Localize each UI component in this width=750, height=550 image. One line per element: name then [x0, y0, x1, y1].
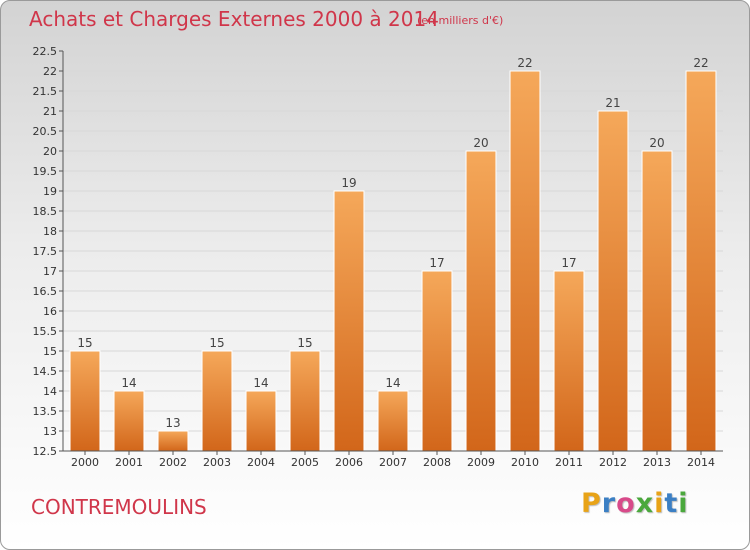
bar-value-label: 15	[297, 336, 312, 350]
y-tick-label: 20.5	[33, 125, 58, 138]
x-tick-label: 2013	[643, 456, 671, 469]
y-tick-label: 16	[43, 305, 57, 318]
y-tick-label: 21.5	[33, 85, 58, 98]
bar-2003	[201, 350, 233, 452]
y-tick-label: 12.5	[33, 445, 58, 458]
axes-layer	[59, 50, 723, 455]
y-tick-label: 15.5	[33, 325, 58, 338]
bar-value-label: 20	[473, 136, 488, 150]
y-tick-label: 17.5	[33, 245, 58, 258]
bar-value-label: 14	[253, 376, 268, 390]
y-tick-label: 21	[43, 105, 57, 118]
logo-letter: o	[616, 488, 636, 519]
bar-2000	[69, 350, 101, 452]
x-tick-label: 2007	[379, 456, 407, 469]
x-tick-label: 2014	[687, 456, 715, 469]
logo-letter: i	[654, 488, 665, 519]
bar-2007	[377, 390, 409, 452]
bars-layer	[69, 70, 717, 452]
y-tick-label: 22.5	[33, 45, 58, 58]
labels-layer: 12.5 13 13.5 14 14.5 15 15.5 16 16.5 17 17.5 18 18.5…	[33, 45, 716, 469]
bar-2002	[157, 430, 189, 452]
y-tick-label: 18.5	[33, 205, 58, 218]
y-tick-label: 19.5	[33, 165, 58, 178]
proxiti-logo: Proxiti	[581, 488, 689, 519]
bar-2001	[113, 390, 145, 452]
x-tick-label: 2012	[599, 456, 627, 469]
x-tick-label: 2000	[71, 456, 99, 469]
bar-value-label: 15	[77, 336, 92, 350]
logo-letter: r	[601, 488, 617, 519]
x-tick-label: 2008	[423, 456, 451, 469]
x-tick-label: 2001	[115, 456, 143, 469]
chart-title: Achats et Charges Externes 2000 à 2014	[29, 7, 439, 31]
bar-2005	[289, 350, 321, 452]
y-tick-label: 13	[43, 425, 57, 438]
chart-subtitle: (en milliers d'€)	[417, 14, 504, 27]
x-tick-label: 2006	[335, 456, 363, 469]
x-tick-label: 2010	[511, 456, 539, 469]
y-tick-label: 16.5	[33, 285, 58, 298]
y-tick-label: 20	[43, 145, 57, 158]
bar-value-label: 14	[121, 376, 136, 390]
bar-value-label: 19	[341, 176, 356, 190]
y-tick-label: 22	[43, 65, 57, 78]
bar-2010	[509, 70, 541, 452]
logo-letter: P	[581, 488, 602, 519]
commune-name: CONTREMOULINS	[31, 495, 207, 519]
y-tick-label: 13.5	[33, 405, 58, 418]
y-tick-label: 19	[43, 185, 57, 198]
bar-value-label: 21	[605, 96, 620, 110]
logo-letter: i	[678, 488, 689, 519]
logo-letter: t	[664, 488, 679, 519]
bar-value-label: 17	[429, 256, 444, 270]
bar-2012	[597, 110, 629, 452]
bar-value-label: 20	[649, 136, 664, 150]
x-tick-label: 2003	[203, 456, 231, 469]
x-tick-label: 2004	[247, 456, 275, 469]
x-tick-label: 2005	[291, 456, 319, 469]
bar-value-label: 15	[209, 336, 224, 350]
bar-2009	[465, 150, 497, 452]
bar-2008	[421, 270, 453, 452]
y-tick-label: 18	[43, 225, 57, 238]
x-tick-label: 2002	[159, 456, 187, 469]
bar-value-label: 17	[561, 256, 576, 270]
bar-value-label: 13	[165, 416, 180, 430]
y-tick-label: 14.5	[33, 365, 58, 378]
y-tick-label: 14	[43, 385, 57, 398]
bar-value-label: 14	[385, 376, 400, 390]
logo-letter: x	[635, 488, 655, 519]
bar-2013	[641, 150, 673, 452]
bar-value-label: 22	[517, 56, 532, 70]
y-tick-label: 17	[43, 265, 57, 278]
bar-2004	[245, 390, 277, 452]
x-tick-label: 2009	[467, 456, 495, 469]
x-tick-label: 2011	[555, 456, 583, 469]
bar-2014	[685, 70, 717, 452]
bar-2006	[333, 190, 365, 452]
bar-2011	[553, 270, 585, 452]
y-tick-label: 15	[43, 345, 57, 358]
bar-value-label: 22	[693, 56, 708, 70]
